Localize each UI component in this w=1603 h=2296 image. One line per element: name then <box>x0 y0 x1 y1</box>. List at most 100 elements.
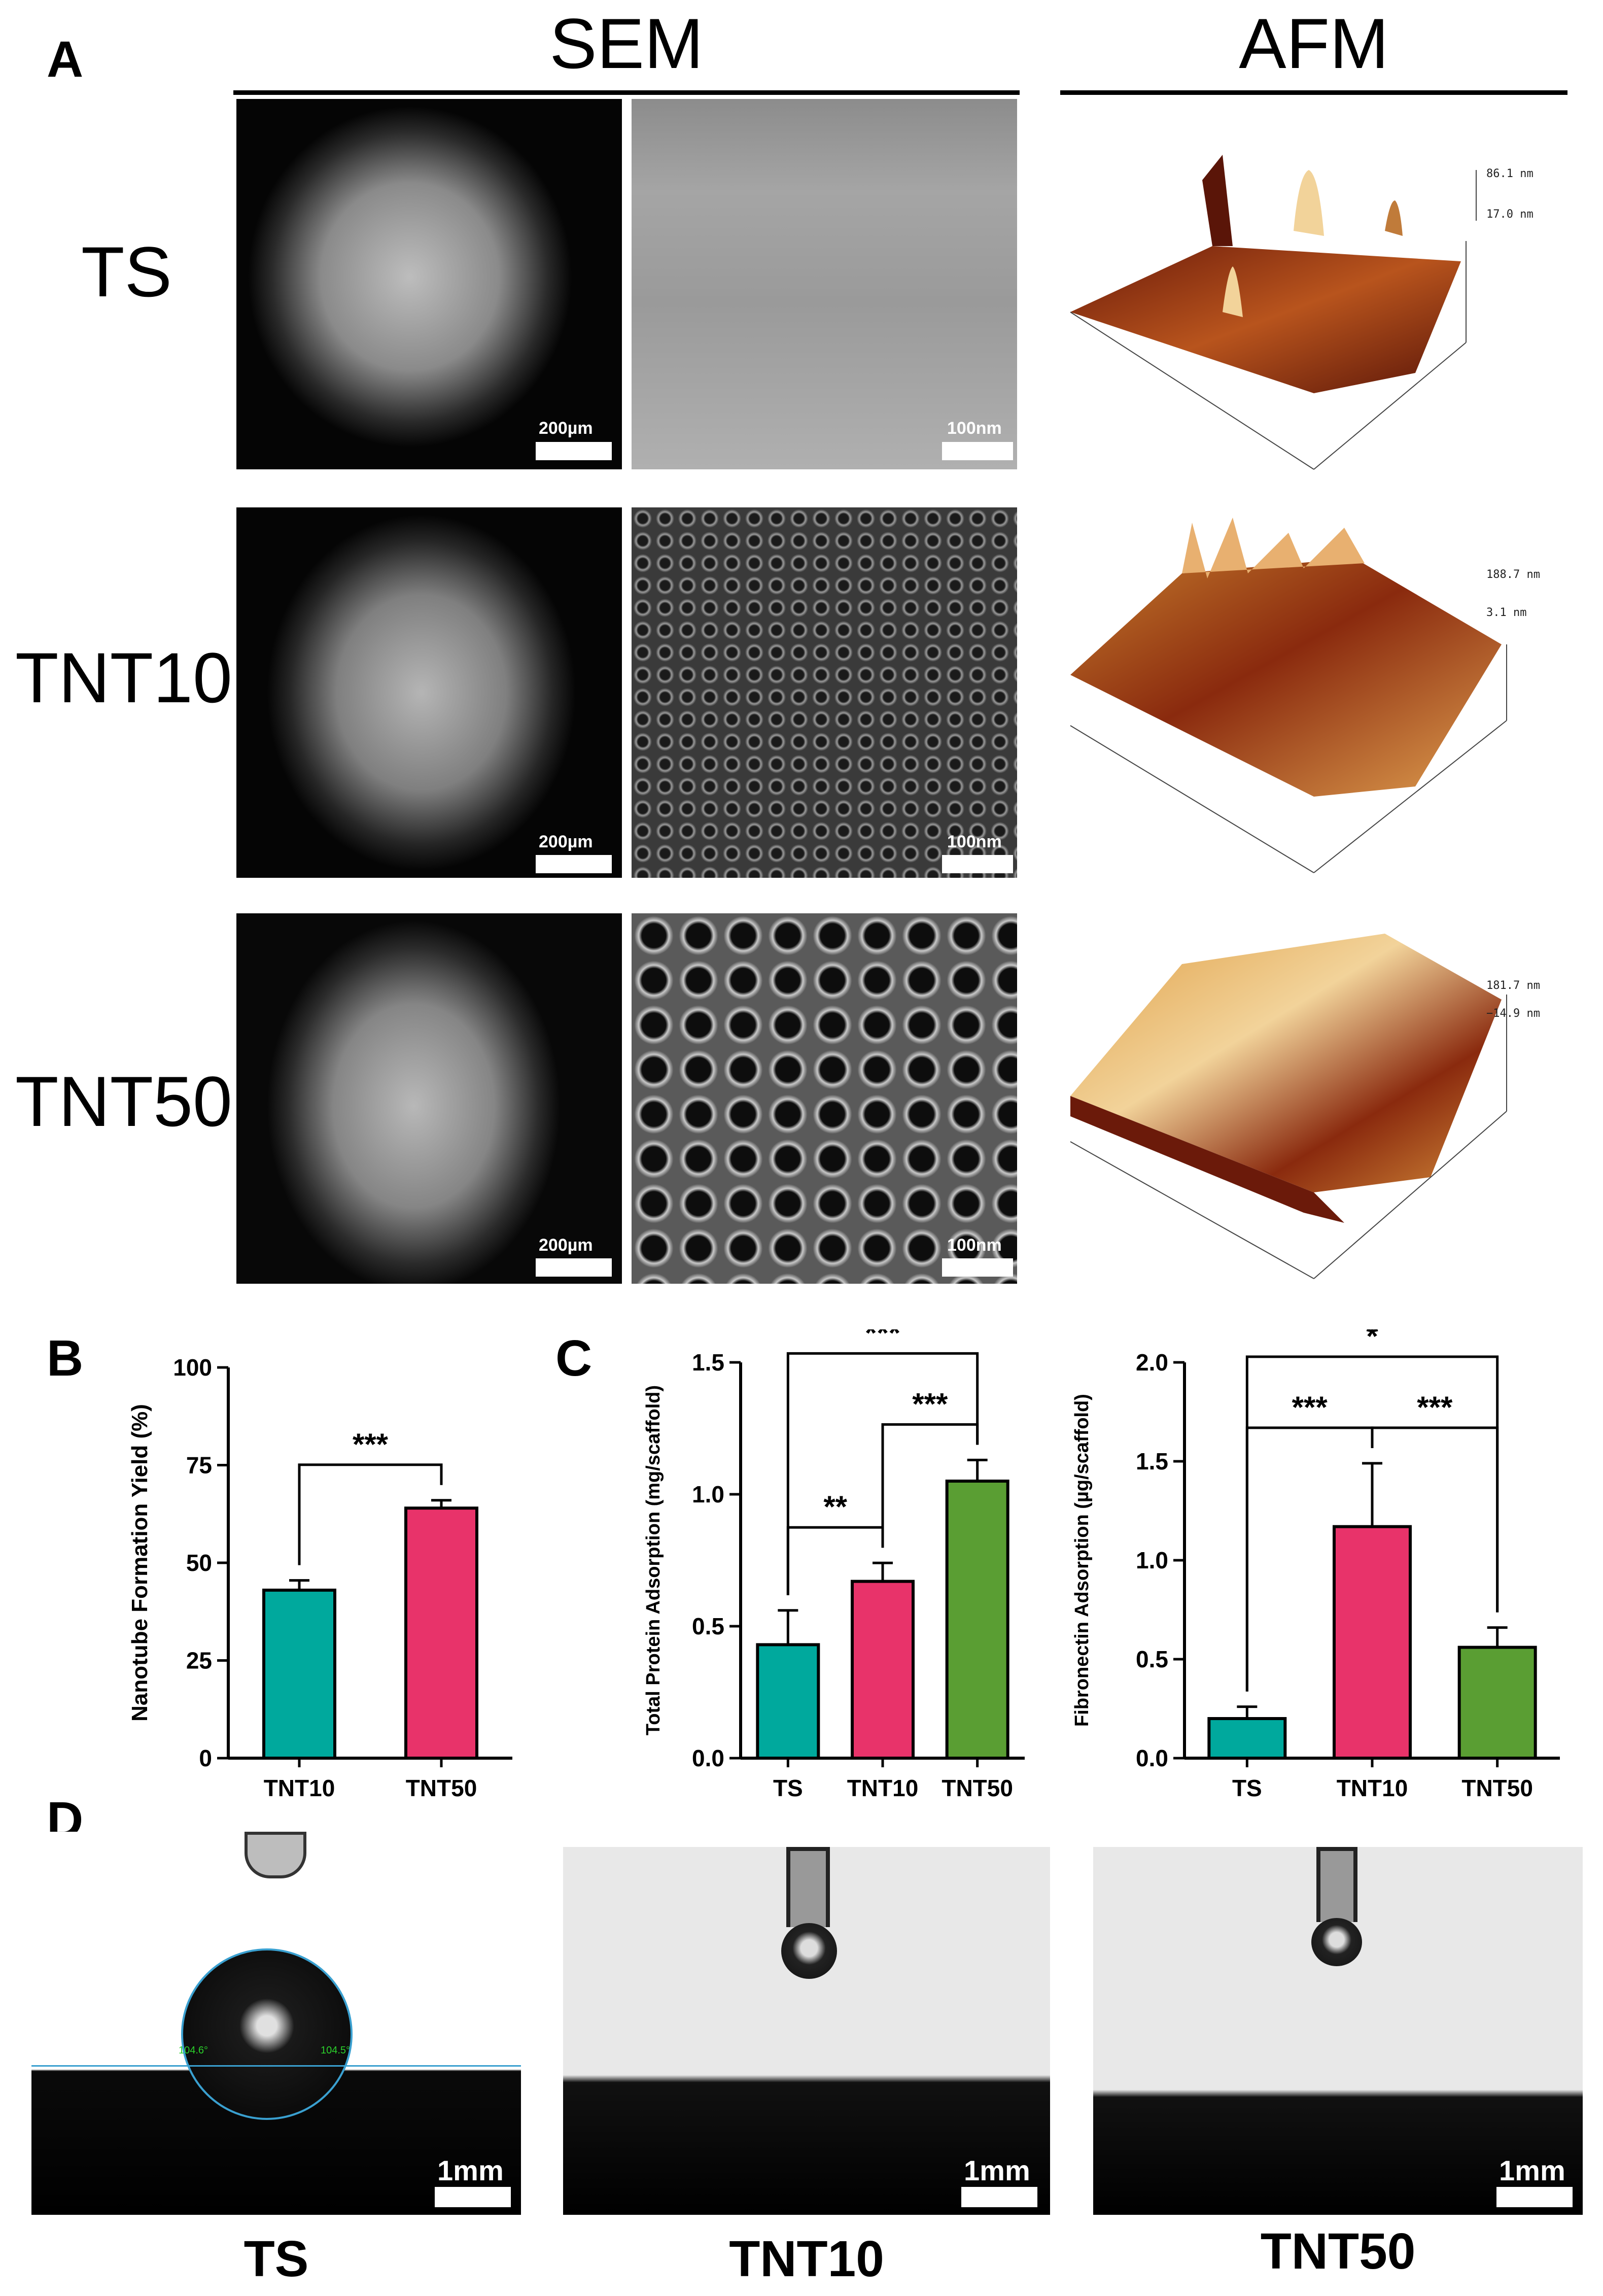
caption-tnt50: TNT50 <box>1260 2223 1416 2280</box>
afm-tnt10-zmin: 3.1 nm <box>1486 606 1527 619</box>
scale-label: 100nm <box>947 832 1002 851</box>
bar <box>851 1580 915 1760</box>
x-tick-label: TNT50 <box>406 1775 477 1801</box>
x-tick-label: TNT50 <box>942 1775 1013 1801</box>
y-tick-label: 0.5 <box>692 1613 724 1639</box>
x-tick-label: TNT10 <box>1337 1775 1408 1801</box>
scale-label: 1mm <box>964 2154 1030 2186</box>
afm-ts-zmax: 86.1 nm <box>1486 167 1534 180</box>
afm-header-rule <box>1060 90 1567 95</box>
scale-label: 200µm <box>539 832 593 851</box>
caption-tnt10: TNT10 <box>729 2231 884 2287</box>
afm-tnt50-surface <box>1070 934 1507 1279</box>
droplet <box>181 1948 353 2120</box>
baseline <box>31 2065 521 2067</box>
afm-ts-zmin: 17.0 nm <box>1486 208 1534 221</box>
scale-label: 200µm <box>539 1236 593 1255</box>
panel-label-c: C <box>555 1330 593 1387</box>
bar <box>1457 1646 1537 1760</box>
significance-label: *** <box>1417 1390 1453 1424</box>
significance-label: *** <box>1292 1390 1328 1424</box>
sem-header: SEM <box>549 4 704 83</box>
scale-bar <box>942 855 1013 873</box>
scale-bar <box>961 2187 1037 2207</box>
y-tick-label: 1.0 <box>692 1481 724 1507</box>
scale-bar <box>536 855 612 873</box>
needle <box>245 1832 306 1878</box>
scale-bar <box>536 1258 612 1277</box>
x-tick-label: TNT10 <box>847 1775 919 1801</box>
y-tick-label: 75 <box>186 1452 212 1479</box>
sem-high-tnt10-image: 100nm <box>632 507 1017 878</box>
needle <box>786 1847 830 1927</box>
scale-label: 200µm <box>539 419 593 438</box>
scale-bar <box>1496 2187 1573 2207</box>
scale-label: 1mm <box>1499 2154 1565 2186</box>
scale-bar <box>942 442 1013 460</box>
droplet <box>1311 1918 1362 1966</box>
chart-nanotube-yield: 0 25 50 75 100 Nanotube Formation Yield (%) TN… <box>127 1354 512 1801</box>
scale-bar <box>942 1258 1013 1277</box>
row-label-tnt10: TNT10 <box>15 638 232 717</box>
sem-low-tnt10-image: 200µm <box>236 507 622 878</box>
sem-header-rule <box>233 90 1020 95</box>
left-angle: 104.6° <box>179 2045 208 2056</box>
y-tick-label: 1.5 <box>692 1349 724 1376</box>
significance-label: *** <box>912 1387 948 1421</box>
afm-tnt50-zmax: 181.7 nm <box>1486 979 1540 992</box>
scale-label: 1mm <box>437 2154 504 2186</box>
sem-high-ts-image: 100nm <box>632 99 1017 469</box>
row-label-tnt50: TNT50 <box>15 1061 232 1141</box>
row-label-ts: TS <box>81 232 172 312</box>
bar <box>1333 1525 1412 1760</box>
chart-total-protein: 0.0 0.5 1.0 1.5 Total Protein Adsorption (mg… <box>643 1329 1025 1801</box>
right-angle: 104.5° <box>321 2045 351 2056</box>
x-tick-label: TS <box>773 1775 803 1801</box>
sem-low-tnt50-image: 200µm <box>236 913 622 1284</box>
afm-tnt10-surface <box>1070 518 1507 873</box>
y-tick-label: 0.0 <box>692 1745 724 1771</box>
chart-fibronectin: 0.0 0.5 1.0 1.5 2.0 Fibronectin Adsorption (µ… <box>1071 1329 1560 1801</box>
significance-label: *** <box>865 1329 901 1350</box>
y-tick-label: 1.5 <box>1136 1448 1168 1475</box>
scale-label: 100nm <box>947 419 1002 438</box>
bar <box>945 1480 1009 1760</box>
significance-label: ** <box>823 1490 847 1524</box>
significance-label: * <box>1366 1329 1378 1353</box>
y-tick-label: 0 <box>199 1745 212 1771</box>
bar <box>756 1643 820 1760</box>
scale-bar <box>435 2187 511 2207</box>
contact-angle-tnt50-image: 1mm <box>1093 1847 1583 2215</box>
needle <box>1316 1847 1357 1922</box>
panel-label-b: B <box>47 1330 84 1387</box>
contact-angle-ts-image: 104.6° 104.5° 1mm <box>31 1832 521 2215</box>
significance-bracket <box>1245 1355 1499 1692</box>
contact-angle-tnt10-image: 1mm <box>563 1847 1050 2215</box>
afm-ts-surface <box>1070 155 1477 470</box>
x-tick-label: TS <box>1232 1775 1262 1801</box>
scale-label: 100nm <box>947 1236 1002 1255</box>
panel-label-a: A <box>47 31 84 88</box>
caption-ts: TS <box>243 2231 309 2287</box>
y-tick-label: 100 <box>173 1354 212 1381</box>
y-tick-label: 50 <box>186 1550 212 1576</box>
x-tick-label: TNT50 <box>1461 1775 1533 1801</box>
afm-tnt10-zmax: 188.7 nm <box>1486 568 1540 581</box>
significance-label: *** <box>353 1427 389 1461</box>
bar <box>1207 1717 1287 1760</box>
significance-bracket <box>786 1352 979 1595</box>
afm-header: AFM <box>1239 4 1389 83</box>
bar <box>262 1588 336 1760</box>
significance-bracket <box>298 1463 443 1565</box>
x-tick-label: TNT10 <box>264 1775 335 1801</box>
y-tick-label: 25 <box>186 1648 212 1674</box>
y-axis-label: Nanotube Formation Yield (%) <box>127 1404 152 1722</box>
y-tick-label: 1.0 <box>1136 1547 1168 1573</box>
y-axis-label: Fibronectin Adsorption (µg/scaffold) <box>1071 1394 1093 1727</box>
y-tick-label: 0.0 <box>1136 1745 1168 1771</box>
afm-tnt50-zmin: −14.9 nm <box>1486 1007 1540 1020</box>
y-tick-label: 0.5 <box>1136 1646 1168 1672</box>
sem-low-ts-image: 200µm <box>236 99 622 469</box>
sem-high-tnt50-image: 100nm <box>632 913 1017 1284</box>
droplet <box>781 1923 837 1979</box>
